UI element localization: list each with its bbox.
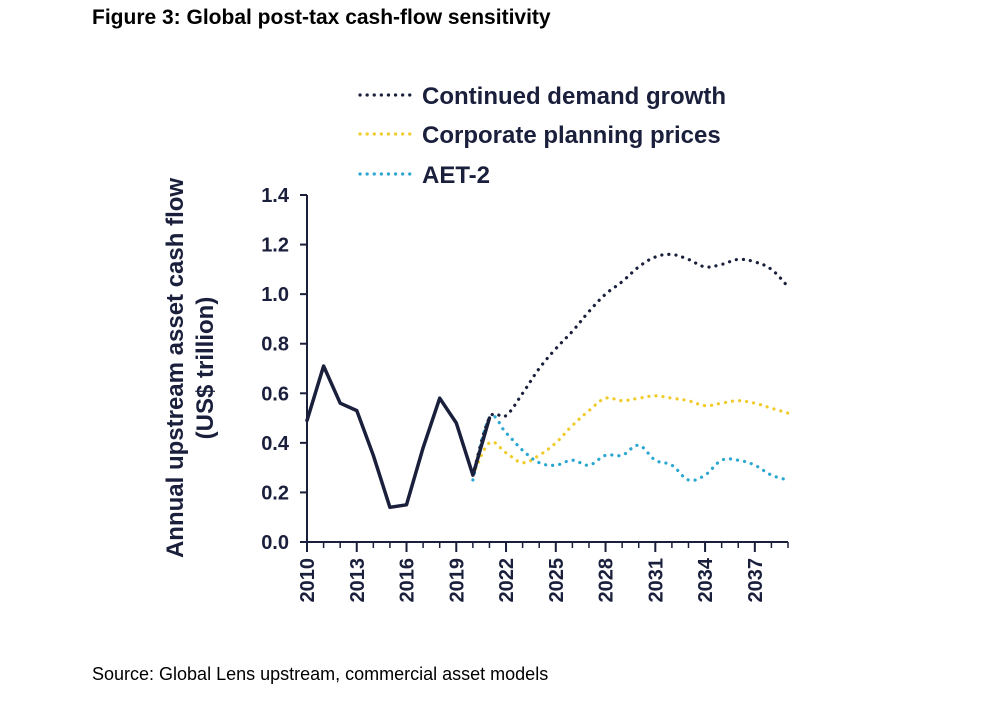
x-tick-label: 2016 <box>397 558 419 603</box>
y-tick-label: 1.4 <box>261 185 290 207</box>
y-axis-label-line2: (US$ trillion) <box>192 297 219 440</box>
legend-label-2: Corporate planning prices <box>422 122 721 149</box>
x-tick-label: 2022 <box>496 558 518 603</box>
x-tick-label: 2019 <box>446 558 468 603</box>
historical-line <box>305 364 492 510</box>
y-axis-label: Annual upstream asset cash flow (US$ tril… <box>162 178 219 558</box>
x-tick-label: 2025 <box>546 558 568 603</box>
y-tick-label: 0.8 <box>261 334 289 356</box>
series-line-3 <box>471 414 790 483</box>
y-tick-label: 0.0 <box>261 532 289 554</box>
x-tick-label: 2037 <box>745 558 767 603</box>
y-tick-label: 0.2 <box>261 482 289 504</box>
y-tick-label: 1.0 <box>261 284 289 306</box>
y-axis-label-line1: Annual upstream asset cash flow <box>162 178 189 558</box>
series-line-2 <box>471 394 790 477</box>
axes: 0.0 0.2 0.4 0.6 0.8 1.0 1.2 1.4 2010 2013 2016 2019… <box>261 185 789 603</box>
y-tick-label: 0.6 <box>261 383 289 405</box>
series-lines <box>305 252 790 510</box>
y-tick-label: 0.4 <box>261 433 290 455</box>
x-tick-label: 2028 <box>596 558 618 603</box>
x-tick-label: 2031 <box>645 558 667 603</box>
x-tick-label: 2013 <box>347 558 369 603</box>
legend-label-3: AET-2 <box>422 162 490 189</box>
y-tick-label: 1.2 <box>261 235 289 257</box>
source-note: Source: Global Lens upstream, commercial… <box>92 664 549 684</box>
x-tick-label: 2034 <box>695 557 717 602</box>
series-line-1 <box>471 252 790 477</box>
legend-label-1: Continued demand growth <box>422 83 726 110</box>
chart-title: Figure 3: Global post-tax cash-flow sens… <box>92 6 551 29</box>
x-tick-label: 2010 <box>297 558 319 603</box>
legend: Continued demand growth Corporate plannin… <box>358 83 726 189</box>
